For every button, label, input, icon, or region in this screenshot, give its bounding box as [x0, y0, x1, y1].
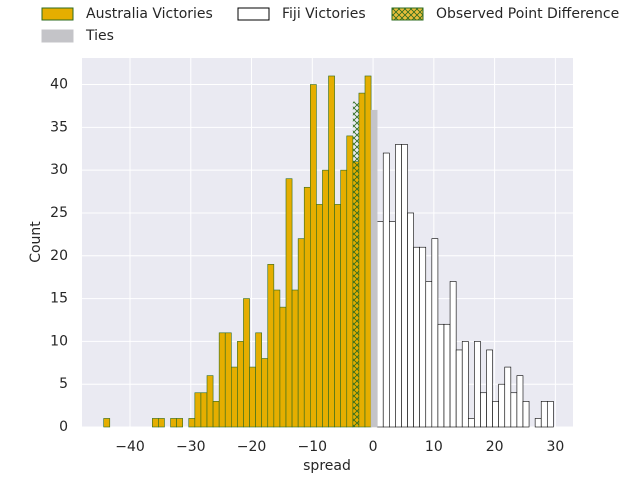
bar	[103, 418, 111, 428]
bar	[492, 401, 499, 428]
bar	[431, 238, 439, 428]
bar	[346, 135, 354, 428]
bar	[206, 375, 214, 428]
bar	[474, 341, 481, 428]
bar	[194, 392, 202, 428]
y-tick-label: 10	[50, 333, 68, 349]
bar	[158, 418, 165, 428]
bar	[486, 349, 493, 428]
y-tick-label: 35	[50, 119, 68, 135]
bar	[389, 221, 396, 428]
y-tick-label: 20	[50, 248, 68, 264]
bar	[498, 383, 506, 428]
x-tick-label: 20	[486, 439, 504, 455]
legend-swatch	[41, 7, 74, 21]
bar	[467, 418, 475, 428]
bar	[358, 92, 366, 428]
bar	[316, 204, 323, 428]
y-tick-label: 5	[59, 376, 68, 392]
bar	[273, 289, 281, 428]
bar	[200, 392, 208, 428]
bar	[413, 246, 420, 428]
x-tick-label: −40	[115, 439, 145, 455]
bar	[510, 392, 518, 428]
x-tick-label: −10	[298, 439, 328, 455]
legend-label: Observed Point Difference	[436, 6, 619, 22]
legend-swatch	[41, 29, 74, 43]
y-axis-label: Count	[28, 221, 44, 263]
bar	[370, 109, 378, 428]
bar	[480, 392, 487, 428]
bar	[504, 366, 512, 428]
bar	[516, 375, 524, 428]
legend-label: Fiji Victories	[282, 6, 366, 22]
bar	[176, 418, 183, 428]
bar	[376, 221, 384, 428]
legend-label: Ties	[85, 28, 114, 44]
bar	[534, 418, 542, 428]
bar	[401, 144, 408, 428]
bar	[231, 366, 238, 428]
legend-swatch	[237, 7, 270, 21]
bar	[243, 298, 250, 428]
y-tick-label: 25	[50, 205, 68, 221]
bar	[285, 178, 293, 428]
bar	[455, 349, 463, 428]
labels: 0 5 10 15 20 25 30 35 40 −40 −30 −20 −10 0 10 20 30	[50, 77, 564, 455]
x-tick-label: 0	[369, 439, 378, 455]
x-tick-label: −30	[176, 439, 206, 455]
bar	[310, 84, 317, 428]
bar	[461, 341, 469, 428]
bar	[546, 401, 554, 428]
bar	[237, 341, 244, 428]
bar	[170, 418, 177, 428]
bar	[297, 238, 305, 428]
x-tick-label: 30	[546, 439, 564, 455]
bar	[340, 169, 348, 428]
bar	[407, 212, 414, 428]
bar	[334, 204, 341, 428]
bar	[540, 401, 548, 428]
y-tick-label: 30	[50, 162, 68, 178]
bar	[364, 75, 372, 428]
observed-band	[352, 101, 359, 427]
bar	[224, 332, 232, 428]
bar	[395, 144, 402, 428]
bar	[449, 281, 457, 428]
legend-label: Australia Victories	[86, 6, 213, 22]
bar	[303, 186, 311, 428]
bars	[103, 75, 554, 428]
bar	[322, 169, 329, 428]
bar	[419, 246, 427, 428]
bar	[291, 289, 299, 428]
bar	[188, 418, 196, 428]
bar	[328, 75, 335, 428]
bar	[255, 332, 262, 428]
x-tick-label: −20	[237, 439, 267, 455]
bar	[279, 306, 287, 428]
legend-hatch	[392, 8, 423, 20]
bar	[382, 152, 390, 428]
bar	[218, 332, 226, 428]
x-tick-label: 10	[425, 439, 443, 455]
bar	[152, 418, 159, 428]
bar	[522, 401, 530, 428]
y-tick-label: 15	[50, 291, 68, 307]
bar	[437, 323, 445, 428]
bar	[267, 264, 275, 428]
bar	[443, 323, 451, 428]
bar	[261, 358, 269, 428]
y-tick-label: 0	[59, 419, 68, 435]
x-axis-label: spread	[303, 458, 351, 474]
bar	[249, 366, 256, 428]
y-tick-label: 40	[50, 77, 68, 93]
bar	[425, 281, 433, 428]
bar	[212, 401, 220, 428]
